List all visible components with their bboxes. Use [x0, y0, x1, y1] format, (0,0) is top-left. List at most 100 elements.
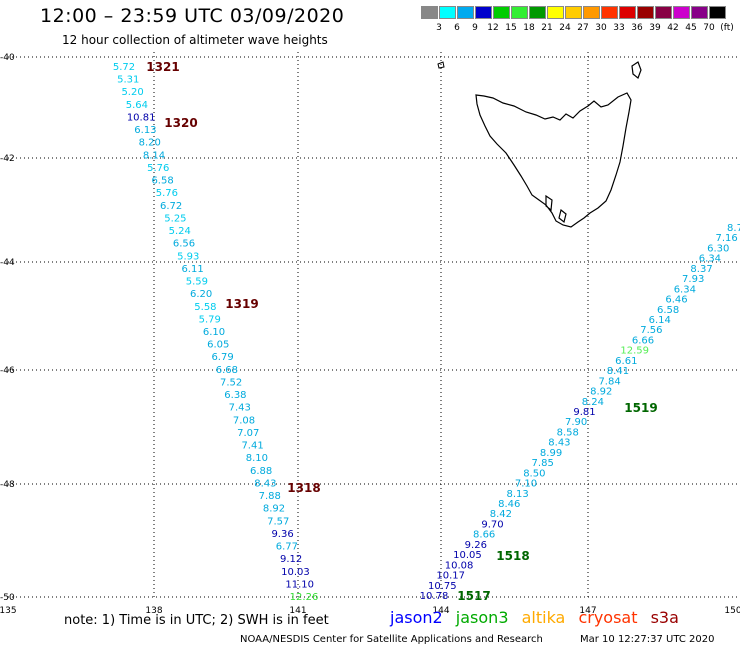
wave-height-value: 5.76: [147, 163, 169, 174]
legend-swatch: [565, 6, 582, 19]
legend-swatch: [619, 6, 636, 19]
wave-height-value: 8.14: [143, 150, 165, 161]
wave-height-value: 7.07: [237, 428, 259, 439]
track-number-label: 1319: [225, 297, 258, 311]
wave-height-value: 5.58: [194, 302, 216, 313]
wave-height-value: 10.81: [127, 112, 156, 123]
grid-lines: [8, 52, 740, 600]
wave-height-value: 5.76: [156, 188, 178, 199]
legend-swatch: [457, 6, 474, 19]
wave-height-value: 6.88: [250, 466, 272, 477]
satellite-s3a: s3a: [650, 608, 679, 627]
legend-label: 30: [595, 23, 607, 33]
wave-height-value: 5.93: [177, 251, 199, 262]
wave-height-value: 7.43: [229, 403, 251, 414]
legend-label: 36: [631, 23, 643, 33]
y-tick-label: -46: [0, 366, 15, 376]
satellite-track-2: 10.7810.7510.1710.0810.059.268.669.708.4…: [420, 223, 740, 602]
legend-label: 70: [703, 23, 715, 33]
y-tick-label: -42: [0, 154, 15, 164]
wave-height-value: 7.08: [233, 415, 255, 426]
wave-height-value: 6.56: [173, 239, 195, 250]
wave-height-value: 10.05: [453, 550, 482, 561]
legend-swatch: [529, 6, 546, 19]
wave-height-value: 8.24: [582, 397, 604, 408]
wave-height-value: 10.75: [428, 581, 457, 592]
wave-height-value: 7.41: [241, 441, 263, 452]
wave-height-value: 7.57: [267, 516, 289, 527]
wave-height-value: 8.41: [607, 366, 629, 377]
wave-height-value: 6.66: [632, 335, 654, 346]
wave-height-value: 5.79: [199, 314, 221, 325]
x-tick-label: 144: [432, 606, 449, 616]
legend-swatch: [439, 6, 456, 19]
wave-height-value: 9.12: [280, 554, 302, 565]
legend-label: 27: [577, 23, 589, 33]
generation-timestamp: Mar 10 12:27:37 UTC 2020: [580, 634, 715, 645]
legend-swatch: [475, 6, 492, 19]
wave-height-value: 8.42: [490, 509, 512, 520]
legend-label: 3: [436, 23, 442, 33]
legend-swatch: [493, 6, 510, 19]
legend-swatch: [709, 6, 726, 19]
legend-label: 6: [454, 23, 460, 33]
legend-swatch: [601, 6, 618, 19]
chart-subtitle: 12 hour collection of altimeter wave hei…: [62, 33, 328, 47]
legend-label: 9: [472, 23, 478, 33]
wave-height-value: 9.36: [271, 529, 293, 540]
units-note: note: 1) Time is in UTC; 2) SWH is in fe…: [64, 613, 329, 628]
satellite-cryosat: cryosat: [578, 608, 638, 627]
wave-height-value: 11.10: [285, 579, 314, 590]
wave-height-value: 6.13: [134, 125, 156, 136]
wave-height-value: 6.14: [649, 315, 671, 326]
wave-height-value: 6.58: [151, 176, 173, 187]
wave-height-value: 6.38: [224, 390, 246, 401]
wave-height-value: 8.58: [557, 427, 579, 438]
wave-height-value: 9.81: [573, 407, 595, 418]
wave-height-value: 9.26: [465, 540, 487, 551]
wave-height-value: 5.25: [164, 213, 186, 224]
wave-height-value: 8.50: [523, 468, 545, 479]
legend-swatch: [421, 6, 438, 19]
legend-swatch: [547, 6, 564, 19]
x-tick-label: 141: [289, 606, 306, 616]
wave-height-value: 8.66: [473, 530, 495, 541]
track-number-label: 1517: [457, 589, 490, 603]
legend-label: 12: [487, 23, 499, 33]
y-tick-label: -40: [0, 53, 15, 63]
wave-height-value: 10.17: [436, 571, 465, 582]
king-island-outline: [437, 61, 445, 69]
wave-height-value: 7.84: [598, 376, 620, 387]
wave-height-value: 5.24: [169, 226, 191, 237]
satellite-legend: jason2 jason3 altika cryosat s3a: [390, 608, 687, 627]
wave-height-value: 7.90: [565, 417, 587, 428]
legend-label: 45: [685, 23, 697, 33]
x-tick-label: 138: [145, 606, 162, 616]
wave-height-value: 5.72: [113, 62, 135, 73]
x-tick-label: 147: [579, 606, 596, 616]
wave-height-value: 6.20: [190, 289, 212, 300]
wave-height-value: 8.37: [690, 264, 712, 275]
wave-height-value: 10.78: [420, 591, 449, 602]
wave-height-value: 8.92: [263, 504, 285, 515]
satellite-altika: altika: [521, 608, 566, 627]
track-number-label: 1318: [287, 481, 320, 495]
legend-swatch: [637, 6, 654, 19]
wave-height-value: 10.03: [281, 567, 310, 578]
wave-height-value: 6.68: [216, 365, 238, 376]
wave-height-value: 8.46: [498, 499, 520, 510]
wave-height-value: 6.77: [276, 542, 298, 553]
wave-height-value: 6.10: [203, 327, 225, 338]
x-tick-label: 135: [0, 606, 17, 616]
wave-height-value: 5.64: [126, 100, 148, 111]
wave-height-value: 6.30: [707, 243, 729, 254]
y-tick-label: -44: [0, 258, 15, 268]
legend-label: (ft): [720, 23, 734, 33]
satellite-jason3: jason3: [455, 608, 509, 627]
track-number-label: 1321: [146, 60, 179, 74]
wave-height-value: 12.26: [290, 592, 319, 603]
legend-swatch: [511, 6, 528, 19]
flinders-island-outline: [631, 61, 642, 79]
satellite-track-1: 5.725.315.205.6410.816.138.208.145.766.5…: [113, 62, 318, 603]
wave-height-value: 7.56: [640, 325, 662, 336]
